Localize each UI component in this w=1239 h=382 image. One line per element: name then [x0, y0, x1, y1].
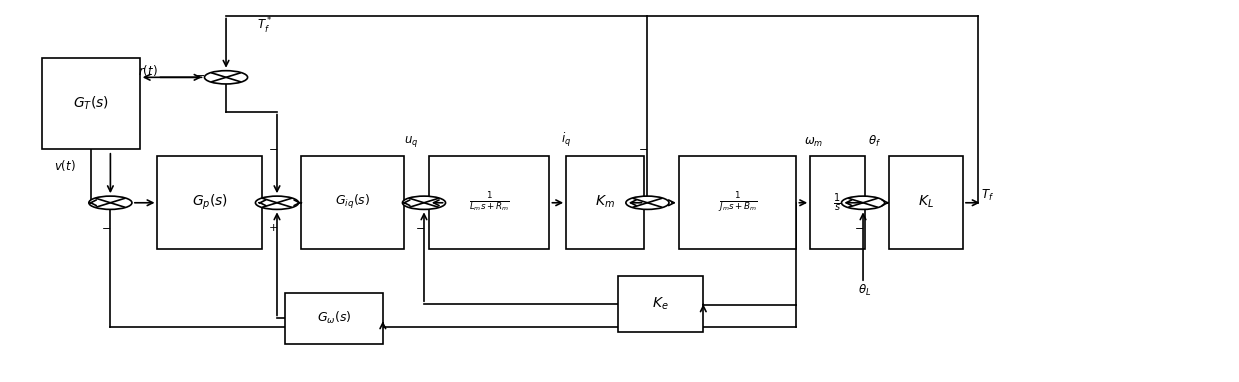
- Text: $+$: $+$: [268, 222, 278, 233]
- Circle shape: [255, 196, 299, 209]
- FancyBboxPatch shape: [157, 156, 263, 249]
- Text: $G_\omega(s)$: $G_\omega(s)$: [316, 310, 351, 327]
- Circle shape: [204, 71, 248, 84]
- Text: $-$: $-$: [102, 222, 112, 232]
- Text: $-$: $-$: [268, 143, 278, 153]
- Text: $v(t)$: $v(t)$: [55, 158, 76, 173]
- Text: $G_p(s)$: $G_p(s)$: [192, 193, 228, 212]
- Text: $\frac{1}{s}$: $\frac{1}{s}$: [834, 191, 841, 214]
- Text: $K_e$: $K_e$: [652, 296, 669, 312]
- Text: $\omega_m$: $\omega_m$: [804, 136, 824, 149]
- Text: $u_q$: $u_q$: [404, 134, 419, 149]
- FancyBboxPatch shape: [890, 156, 963, 249]
- Circle shape: [89, 196, 131, 209]
- Text: $i_q$: $i_q$: [561, 131, 571, 149]
- Text: $K_m$: $K_m$: [595, 194, 616, 210]
- FancyBboxPatch shape: [679, 156, 797, 249]
- Circle shape: [841, 196, 885, 209]
- FancyBboxPatch shape: [618, 276, 704, 332]
- Text: $K_L$: $K_L$: [918, 194, 934, 210]
- FancyBboxPatch shape: [810, 156, 865, 249]
- FancyBboxPatch shape: [429, 156, 549, 249]
- FancyBboxPatch shape: [301, 156, 404, 249]
- Circle shape: [403, 196, 446, 209]
- Text: $T_f^*$: $T_f^*$: [258, 16, 273, 36]
- Text: $-$: $-$: [415, 222, 425, 232]
- Text: $-$: $-$: [854, 222, 864, 232]
- Text: $-$: $-$: [638, 143, 648, 153]
- Text: $\frac{1}{L_ms+R_m}$: $\frac{1}{L_ms+R_m}$: [468, 191, 509, 214]
- Text: $\frac{1}{J_ms+B_m}$: $\frac{1}{J_ms+B_m}$: [717, 190, 757, 214]
- Text: $\theta_f$: $\theta_f$: [869, 134, 881, 149]
- Text: $r(t)$: $r(t)$: [138, 63, 157, 78]
- Text: $G_T(s)$: $G_T(s)$: [73, 95, 109, 112]
- Text: $G_{iq}(s)$: $G_{iq}(s)$: [336, 193, 370, 211]
- Text: $T_f$: $T_f$: [980, 188, 994, 204]
- Text: $\theta_L$: $\theta_L$: [859, 283, 872, 298]
- Circle shape: [626, 196, 669, 209]
- FancyBboxPatch shape: [42, 58, 140, 149]
- Text: $-$: $-$: [195, 70, 204, 79]
- FancyBboxPatch shape: [285, 293, 383, 344]
- FancyBboxPatch shape: [566, 156, 644, 249]
